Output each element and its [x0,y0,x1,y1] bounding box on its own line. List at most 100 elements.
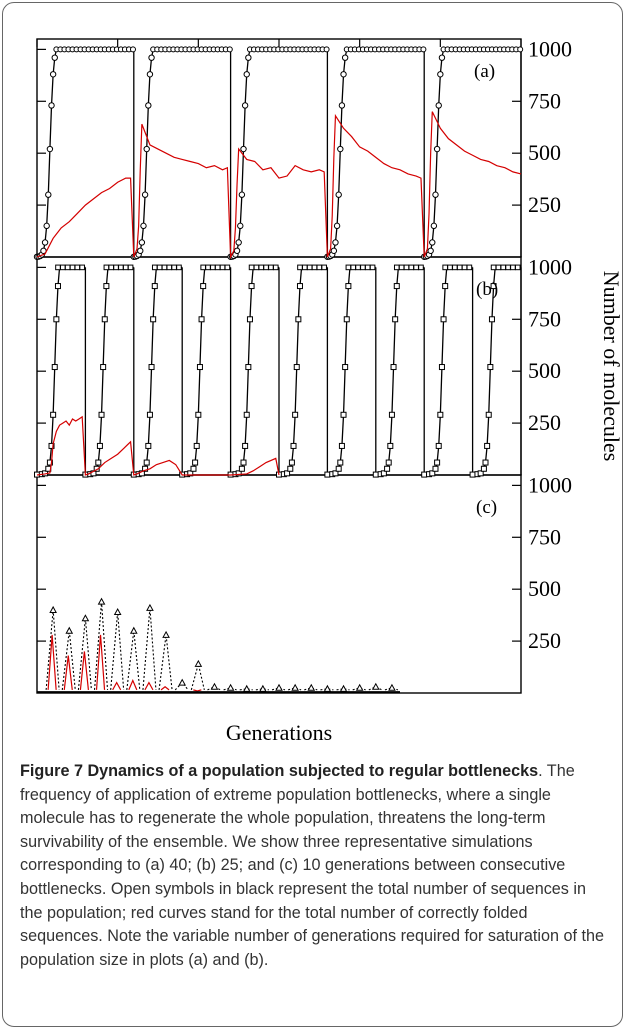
square-marker-7-0 [372,471,379,478]
square-marker-0-4 [46,459,53,466]
triangle-marker-1 [65,626,74,634]
plateau-marker-8 [461,264,468,271]
total-curve-cycle-2 [133,266,183,476]
triangle-marker-8 [178,678,187,686]
plateau-marker-4 [263,264,269,271]
total-curve-cycle-0 [36,48,134,258]
total-curve-cycle-1 [85,266,134,476]
plateau-marker-8 [466,264,473,271]
plateau-marker-7 [413,264,419,271]
square-marker-7-7 [390,364,397,371]
triangle-marker-7 [162,630,170,638]
square-marker-8-4 [434,459,441,466]
square-marker-7-2 [380,470,387,477]
y-tick-label-c-3: 1000 [528,472,572,497]
circle-marker-0-5 [41,239,49,246]
triangle-marker-13 [259,684,267,692]
triangle-marker-6 [146,603,154,611]
square-marker-4-5 [242,442,249,449]
square-marker-5-2 [284,470,291,477]
circle-marker-3-9 [338,102,346,109]
plateau-marker-0 [69,264,76,271]
circle-marker-1-10 [146,71,154,78]
plateau-marker-3 [205,264,211,271]
circle-marker-0-8 [46,145,54,153]
plateau-marker-6 [345,264,352,271]
circle-marker-4-10 [437,71,444,78]
y-axis-label: Number of molecules [599,271,624,462]
plateau-marker-9 [495,264,502,271]
square-marker-9-2 [477,470,484,477]
plateau-marker-9 [505,264,511,271]
total-curve-cycle-4 [424,48,521,258]
triangle-marker-10 [210,682,219,690]
circle-marker-4-6 [430,222,438,230]
square-marker-9-3 [480,465,487,472]
total-curve-cycle-5 [278,266,328,476]
square-marker-0-8 [53,316,60,323]
circle-marker-2-5 [235,239,242,246]
x-axis-label: Generations [226,720,332,745]
square-marker-5-7 [293,364,300,371]
square-marker-6-6 [340,411,347,418]
y-tick-label-a-1: 500 [528,140,561,165]
square-marker-8-7 [438,364,445,371]
square-marker-4-6 [243,411,250,418]
plateau-marker-4 [517,46,524,53]
folded-peak-5 [128,679,138,691]
plateau-marker-6 [355,264,361,271]
circle-marker-0-11 [51,54,58,61]
total-curve-cycle-7 [375,266,425,476]
plateau-marker-7 [403,264,410,271]
triangle-marker-17 [323,684,332,692]
square-marker-4-2 [235,470,242,477]
y-tick-label-b-1: 500 [528,358,561,383]
circle-marker-2-11 [245,54,252,61]
square-marker-9-9 [490,283,497,290]
plateau-marker-2 [156,264,163,271]
panel-c-box [36,474,522,694]
square-marker-3-4 [192,459,199,466]
plateau-marker-7 [393,264,400,271]
plateau-marker-7 [418,264,424,271]
plateau-marker-5 [316,264,323,271]
triangle-marker-12 [242,684,251,692]
population-dynamics-chart: 250 500 750 1000 250 500 750 1000 250 500 750 100… [33,36,624,745]
y-tick-label-b-2: 750 [528,306,561,331]
square-marker-5-6 [292,411,299,418]
triangle-marker-2 [81,614,90,622]
folded-peak-1 [63,655,73,690]
circle-marker-3-10 [340,71,347,78]
square-marker-7-8 [392,316,399,323]
square-marker-8-0 [421,471,428,478]
plateau-marker-8 [442,264,448,271]
circle-marker-2-9 [241,102,249,109]
square-marker-3-9 [200,283,207,290]
square-marker-1-5 [96,442,103,449]
square-marker-1-8 [101,316,108,323]
total-peak-6 [142,607,157,690]
circle-marker-3-8 [337,145,344,153]
square-marker-6-2 [332,470,339,477]
circle-marker-4-11 [438,54,446,61]
circle-marker-0-9 [48,102,55,109]
square-marker-0-7 [51,364,58,371]
circle-marker-1-11 [148,54,155,61]
y-tick-label-b-0: 250 [528,410,561,435]
y-tick-label-a-3: 1000 [528,36,572,61]
square-marker-6-0 [324,471,331,478]
triangle-marker-3 [97,597,106,605]
square-marker-1-4 [95,459,102,466]
figure-caption: Figure 7 Dynamics of a population subjec… [20,760,610,972]
circle-marker-3-6 [333,222,341,230]
plateau-marker-2 [166,264,173,271]
caption-body: . The frequency of application of extrem… [20,762,605,969]
total-curve-cycle-3 [327,48,425,258]
square-marker-4-9 [248,283,255,290]
plateau-marker-5 [297,264,303,271]
circle-marker-2-6 [237,222,244,230]
folded-peak-4 [112,681,122,691]
plateau-marker-5 [302,264,308,271]
square-marker-4-7 [245,364,252,371]
circle-marker-2-4 [233,247,241,254]
